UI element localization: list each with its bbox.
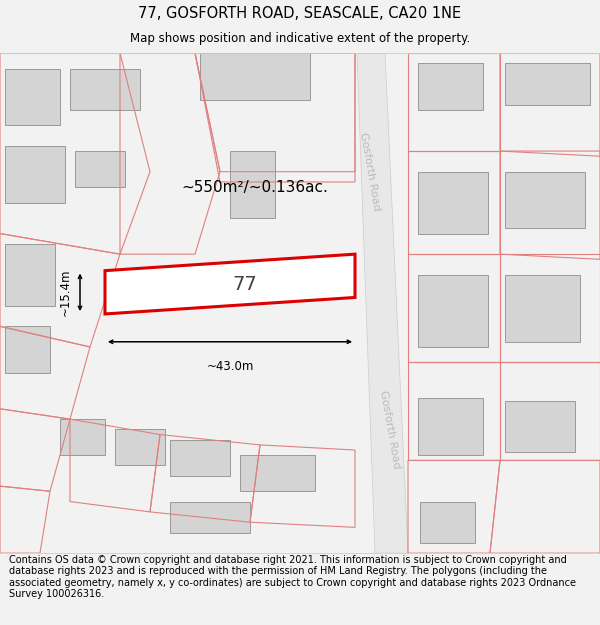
Bar (240, 455, 315, 491)
Bar (60, 419, 105, 455)
Bar (418, 172, 488, 234)
Bar (418, 63, 483, 110)
Bar (420, 502, 475, 543)
Polygon shape (357, 53, 408, 553)
Bar (170, 502, 250, 532)
Bar (230, 151, 275, 218)
Bar (200, 53, 310, 99)
Bar (505, 401, 575, 452)
Bar (505, 275, 580, 342)
Bar (5, 326, 50, 372)
Bar (270, 259, 308, 296)
Text: Gosforth Road: Gosforth Road (358, 132, 382, 212)
Bar (75, 151, 125, 187)
Text: Map shows position and indicative extent of the property.: Map shows position and indicative extent… (130, 32, 470, 45)
Text: ~550m²/~0.136ac.: ~550m²/~0.136ac. (182, 179, 328, 194)
Bar (70, 69, 140, 110)
Text: 77: 77 (233, 274, 257, 294)
Text: Contains OS data © Crown copyright and database right 2021. This information is : Contains OS data © Crown copyright and d… (9, 554, 576, 599)
Text: Gosforth Road: Gosforth Road (378, 389, 402, 469)
Bar (418, 275, 488, 347)
Bar (418, 399, 483, 455)
Bar (5, 244, 55, 306)
Bar (505, 63, 590, 104)
Bar (5, 69, 60, 125)
Text: ~43.0m: ~43.0m (206, 361, 254, 373)
Bar (505, 172, 585, 228)
Text: 77, GOSFORTH ROAD, SEASCALE, CA20 1NE: 77, GOSFORTH ROAD, SEASCALE, CA20 1NE (139, 6, 461, 21)
Bar (5, 146, 65, 202)
Bar (170, 440, 230, 476)
Polygon shape (105, 254, 355, 314)
Text: ~15.4m: ~15.4m (59, 269, 72, 316)
Bar (115, 429, 165, 466)
